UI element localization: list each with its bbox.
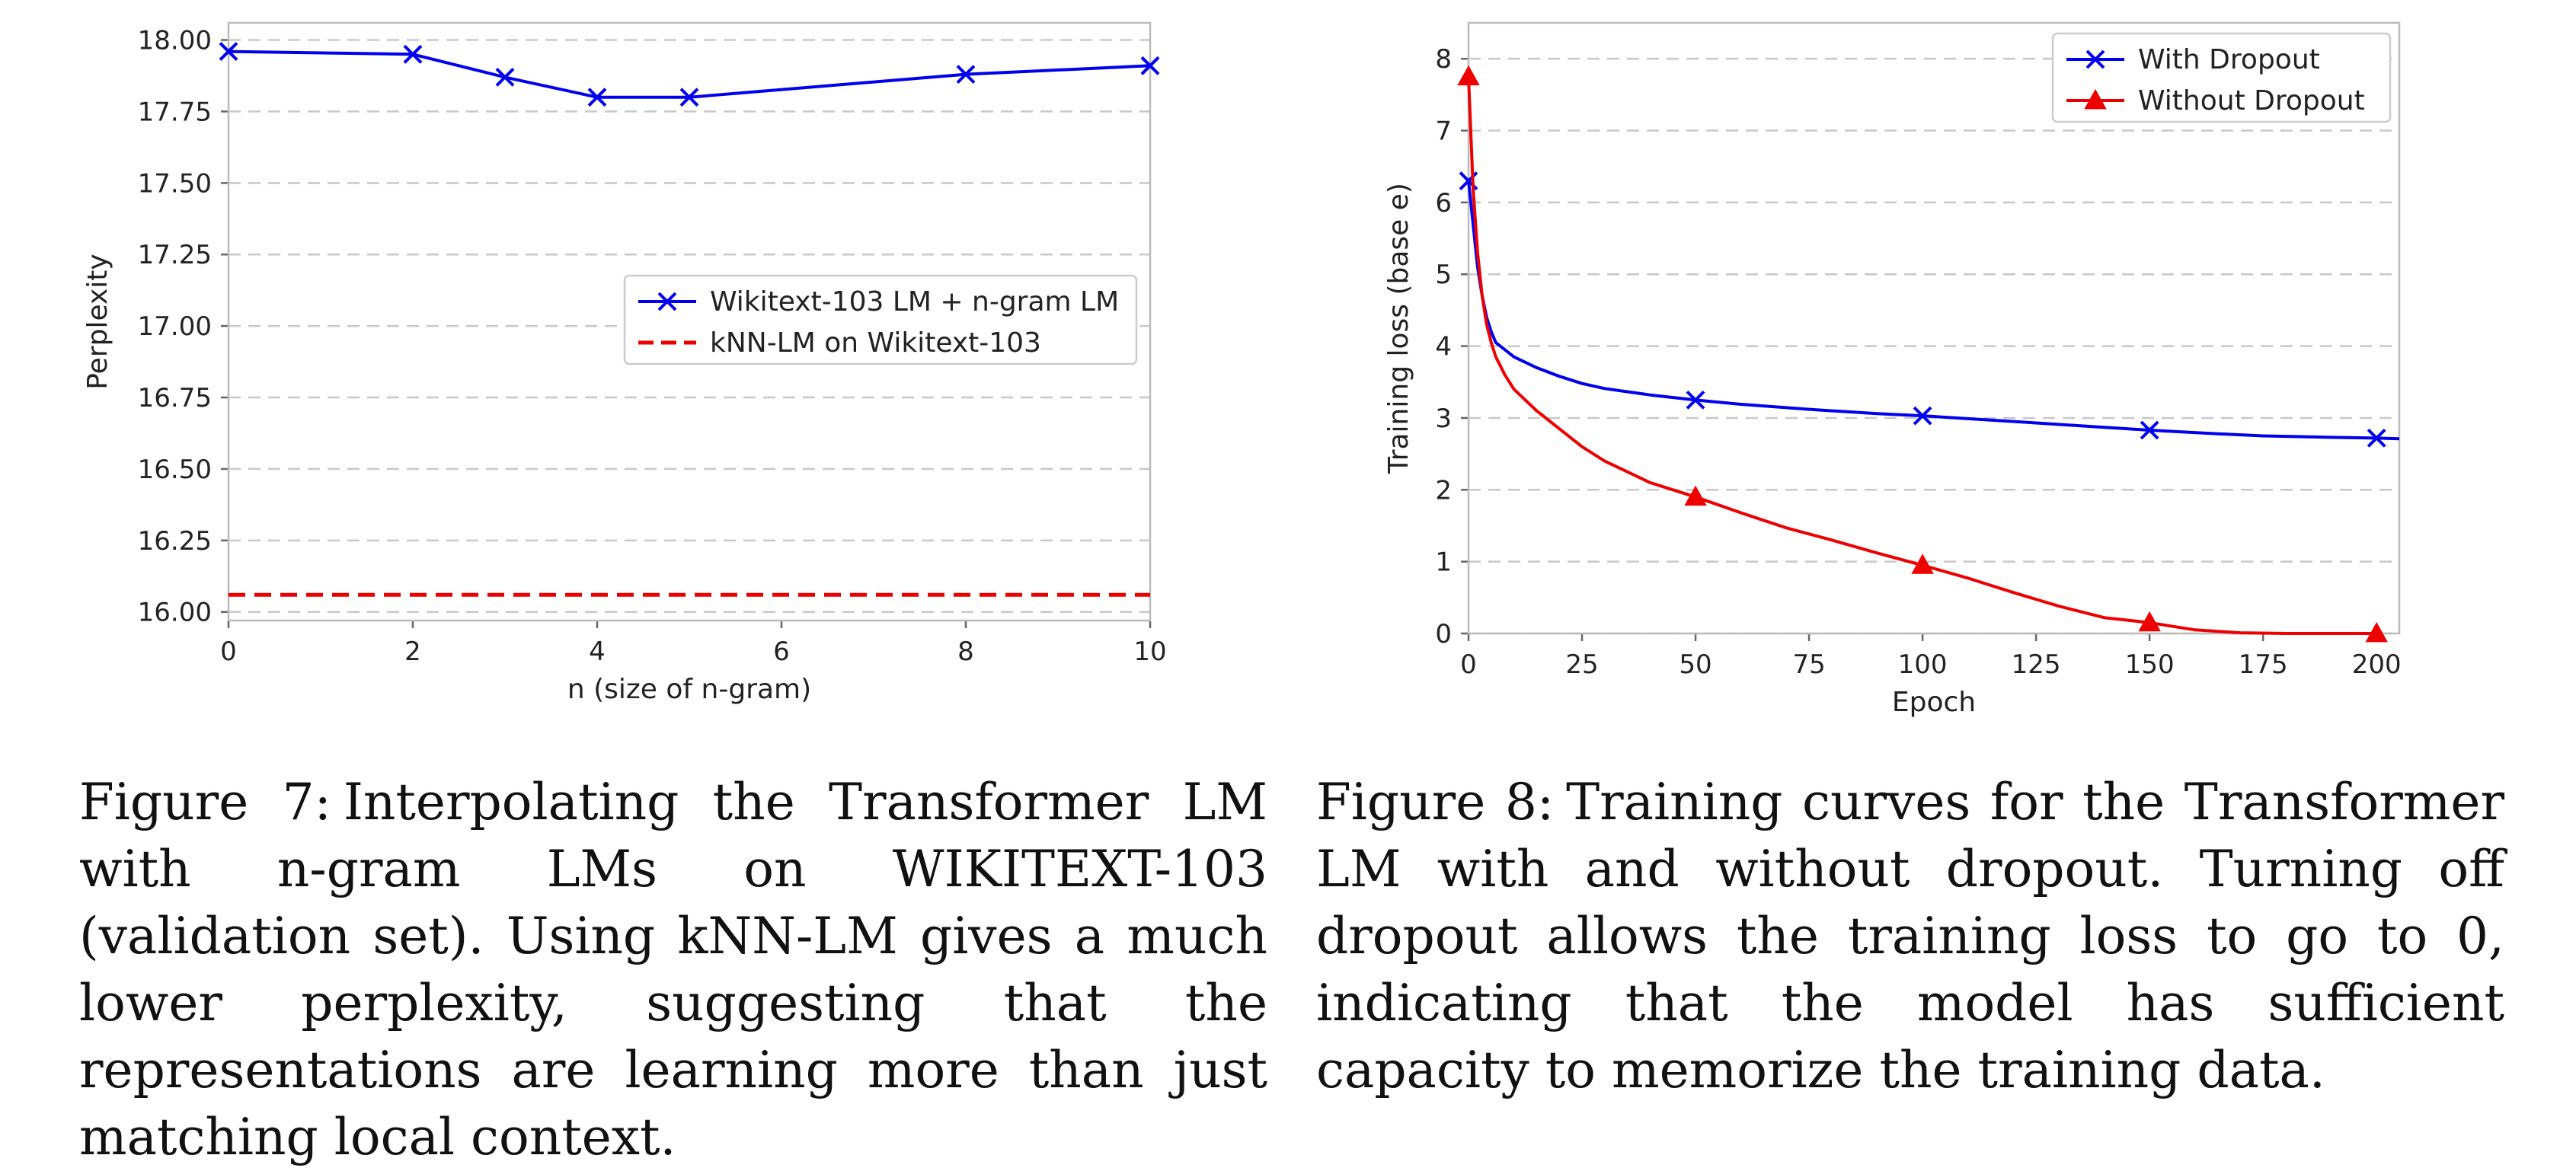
data-point-x-marker — [403, 44, 423, 64]
data-point-triangle-marker — [1911, 554, 1934, 574]
data-point-x-marker — [2367, 428, 2386, 448]
legend-label: Without Dropout — [2138, 85, 2365, 116]
figure-8-chart: 0 1 2 3 4 5 6 7 8 0 25 50 75 100 125 150 175 200 Epoch Trai… — [1383, 21, 2402, 718]
x-tick-label: 75 — [1792, 649, 1825, 680]
data-point-x-marker — [679, 88, 699, 107]
y-tick-label: 0 — [1435, 619, 1452, 649]
legend-label: kNN-LM on Wikitext-103 — [710, 327, 1041, 359]
series-line-1 — [1467, 76, 2377, 635]
data-point-triangle-marker — [1684, 485, 1707, 506]
data-point-x-marker — [956, 65, 976, 85]
y-tick-label: 2 — [1435, 475, 1452, 506]
y-tick-label: 16.25 — [138, 526, 212, 557]
x-axis-label: Epoch — [1892, 687, 1976, 718]
x-tick-label: 150 — [2125, 649, 2175, 680]
y-tick-label: 16.75 — [138, 383, 212, 413]
x-tick-label: 175 — [2239, 649, 2288, 680]
data-point-x-marker — [2140, 420, 2159, 440]
y-tick-label: 3 — [1435, 404, 1452, 434]
y-tick-label: 1 — [1435, 547, 1452, 578]
y-tick-label: 16.50 — [138, 455, 212, 485]
legend: Wikitext-103 LM + n-gram LM kNN-LM on Wik… — [623, 274, 1138, 365]
data-point-x-marker — [219, 42, 238, 61]
figures-canvas: 16.00 16.25 16.50 16.75 17.00 17.25 17.50 17.75… — [82, 21, 2402, 718]
legend-triangle-marker — [2084, 88, 2107, 110]
y-tick-label: 17.25 — [138, 240, 212, 270]
x-tick-label: 25 — [1565, 649, 1598, 680]
data-point-x-marker — [587, 88, 607, 107]
y-tick-label: 6 — [1435, 188, 1452, 219]
figure-8-caption-label: Figure 8: — [1316, 773, 1555, 831]
data-point-x-marker — [495, 67, 515, 87]
figure-7-caption-text: Interpolating the Transformer LM with n-… — [79, 773, 1267, 1166]
figure-8-caption: Figure 8: Training curves for the Transfo… — [1316, 769, 2504, 1104]
x-tick-label: 125 — [2012, 649, 2061, 680]
x-tick-label: 2 — [404, 637, 421, 667]
y-tick-label: 7 — [1435, 116, 1452, 147]
x-tick-label: 0 — [1460, 649, 1477, 680]
y-tick-label: 4 — [1435, 332, 1452, 362]
x-tick-label: 8 — [957, 637, 974, 667]
legend-label: Wikitext-103 LM + n-gram LM — [710, 286, 1119, 317]
y-axis-label: Perplexity — [82, 254, 113, 389]
plot-frame — [227, 21, 1152, 622]
data-point-triangle-marker — [1457, 65, 1480, 86]
y-tick-label: 16.00 — [138, 598, 212, 628]
y-tick-label: 18.00 — [138, 26, 212, 56]
data-point-triangle-marker — [2365, 621, 2388, 643]
data-point-triangle-marker — [2138, 611, 2161, 632]
y-tick-label: 17.75 — [138, 97, 212, 127]
series-line-0 — [1467, 180, 2400, 441]
x-axis-label: n (size of n-gram) — [567, 674, 811, 705]
series-line-0 — [228, 49, 1151, 99]
data-point-x-marker — [1913, 406, 1932, 426]
x-tick-label: 100 — [1898, 649, 1948, 680]
legend-box — [2051, 32, 2392, 123]
x-tick-label: 6 — [773, 637, 790, 667]
x-tick-label: 0 — [220, 637, 237, 667]
figure-7-caption: Figure 7: Interpolating the Transformer L… — [79, 769, 1267, 1171]
y-tick-label: 17.00 — [138, 311, 212, 342]
y-tick-label: 8 — [1435, 44, 1452, 75]
legend: With Dropout Without Dropout — [2051, 32, 2392, 123]
series-0 — [219, 42, 1160, 107]
legend-x-marker — [657, 292, 677, 311]
legend-label: With Dropout — [2138, 44, 2320, 75]
x-tick-label: 200 — [2352, 649, 2402, 680]
x-tick-label: 4 — [589, 637, 606, 667]
plot-frame — [1467, 21, 2401, 635]
figure-7-caption-label: Figure 7: — [79, 773, 331, 831]
figure-8-caption-text: Training curves for the Transformer LM w… — [1316, 773, 2504, 1099]
legend-box — [623, 274, 1138, 365]
y-tick-label: 17.50 — [138, 168, 212, 199]
series-1 — [1457, 65, 2388, 643]
x-tick-label: 50 — [1679, 649, 1711, 680]
x-tick-label: 10 — [1133, 637, 1166, 667]
legend-x-marker — [2085, 49, 2105, 69]
series-0 — [1459, 171, 2400, 448]
y-tick-label: 5 — [1435, 260, 1452, 290]
figure-7-chart: 16.00 16.25 16.50 16.75 17.00 17.25 17.50 17.75… — [82, 21, 1167, 705]
data-point-x-marker — [1140, 56, 1160, 75]
y-axis-label: Training loss (base e) — [1383, 183, 1414, 474]
data-point-x-marker — [1686, 390, 1705, 410]
